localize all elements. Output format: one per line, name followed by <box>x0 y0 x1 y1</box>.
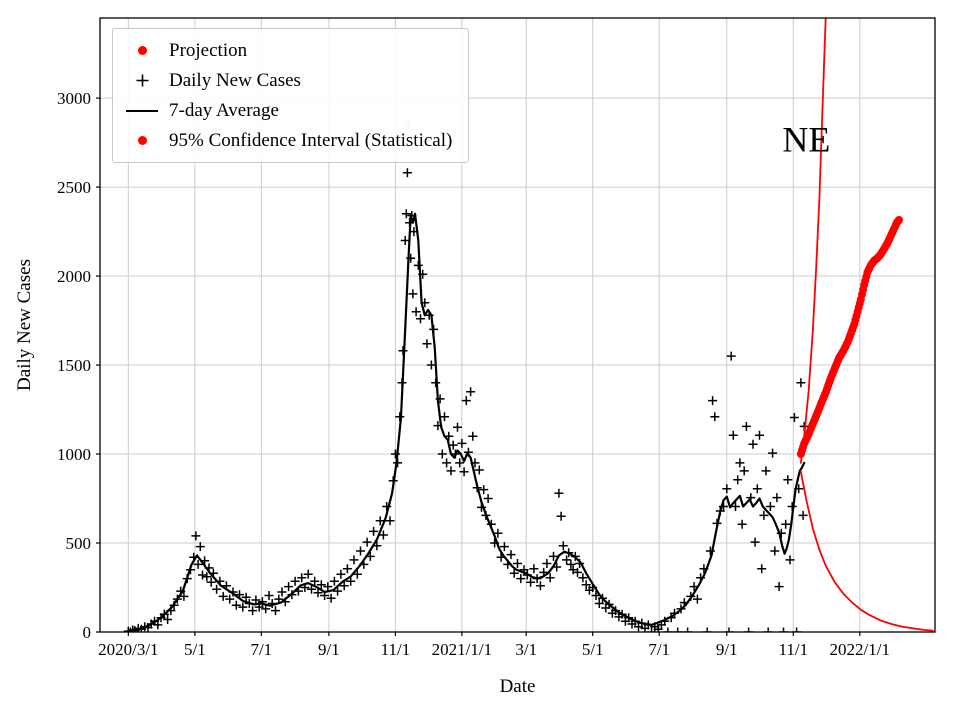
legend-item-daily-new-cases: Daily New Cases <box>123 67 452 94</box>
svg-text:1500: 1500 <box>57 356 91 375</box>
legend-item-confidence-interval: 95% Confidence Interval (Statistical) <box>123 127 452 154</box>
svg-text:9/1: 9/1 <box>318 640 340 659</box>
legend-item-projection: Projection <box>123 37 452 64</box>
svg-text:11/1: 11/1 <box>778 640 808 659</box>
svg-text:11/1: 11/1 <box>381 640 411 659</box>
legend-item-7day-average: 7-day Average <box>123 97 452 124</box>
line-marker-icon <box>123 109 161 112</box>
svg-text:2000: 2000 <box>57 267 91 286</box>
plus-marker-icon <box>123 73 161 88</box>
legend-label-7day-average: 7-day Average <box>169 99 279 121</box>
legend-label-daily-new-cases: Daily New Cases <box>169 69 301 91</box>
red-dot-marker-icon <box>123 136 161 145</box>
svg-text:NE: NE <box>782 119 830 159</box>
svg-text:7/1: 7/1 <box>250 640 272 659</box>
svg-text:0: 0 <box>83 623 92 642</box>
svg-text:9/1: 9/1 <box>716 640 738 659</box>
svg-text:3/1: 3/1 <box>515 640 537 659</box>
svg-text:2500: 2500 <box>57 178 91 197</box>
svg-text:500: 500 <box>66 534 92 553</box>
svg-text:7/1: 7/1 <box>648 640 670 659</box>
legend-label-projection: Projection <box>169 39 248 61</box>
svg-text:Daily New Cases: Daily New Cases <box>14 259 35 391</box>
legend: Projection Daily New Cases 7-day Average… <box>112 28 470 163</box>
svg-text:1000: 1000 <box>57 445 91 464</box>
legend-label-confidence-interval: 95% Confidence Interval (Statistical) <box>169 129 453 151</box>
svg-text:2022/1/1: 2022/1/1 <box>830 640 890 659</box>
svg-text:5/1: 5/1 <box>582 640 604 659</box>
svg-text:Date: Date <box>500 676 536 697</box>
svg-text:3000: 3000 <box>57 89 91 108</box>
red-dot-marker-icon <box>123 46 161 55</box>
svg-text:2020/3/1: 2020/3/1 <box>98 640 158 659</box>
svg-text:2021/1/1: 2021/1/1 <box>432 640 492 659</box>
svg-text:5/1: 5/1 <box>184 640 206 659</box>
